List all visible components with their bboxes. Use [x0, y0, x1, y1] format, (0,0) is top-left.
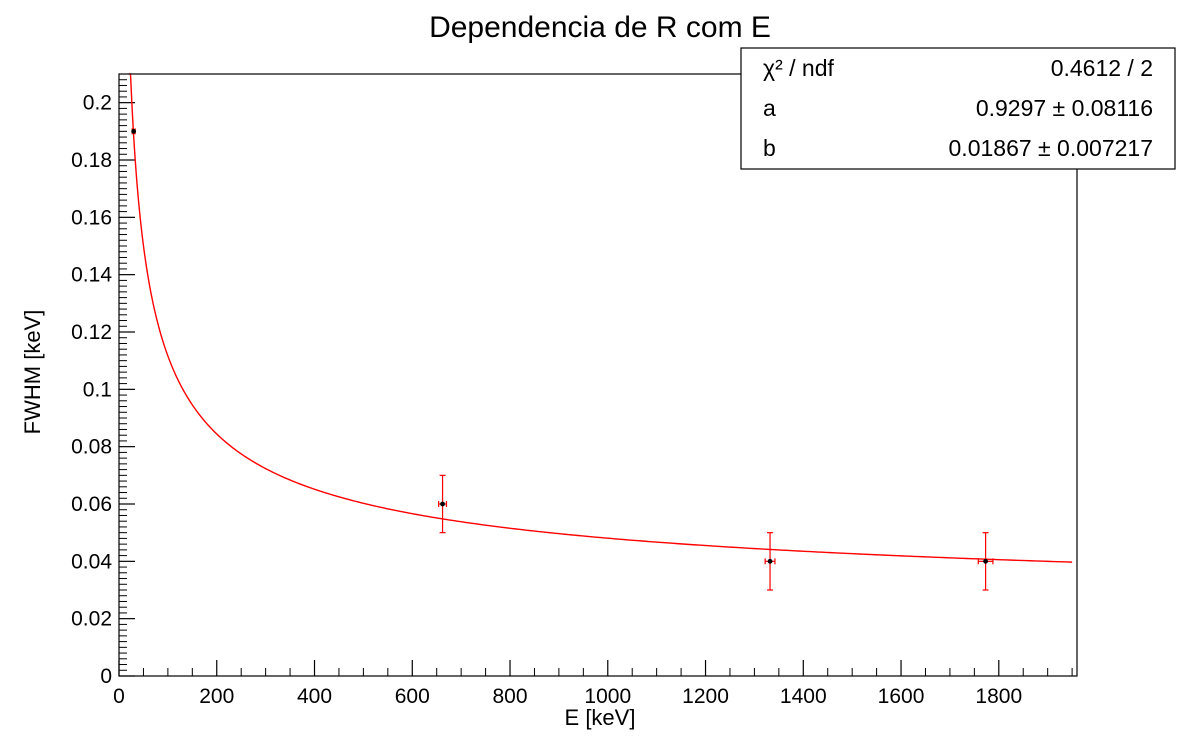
y-tick-label: 0.14 [71, 264, 112, 287]
x-tick-label: 1200 [682, 685, 729, 708]
plot-frame [118, 73, 1078, 677]
chart-title: Dependencia de R com E [429, 11, 771, 44]
fit-curve [128, 73, 1073, 563]
stats-label-a: a [763, 95, 776, 121]
stats-box: χ² / ndf 0.4612 / 2 a 0.9297 ± 0.08116 b… [740, 47, 1176, 170]
stats-value-chi2: 0.4612 / 2 [1051, 55, 1153, 81]
data-points-layer [131, 128, 994, 591]
x-tick-label: 200 [199, 685, 234, 708]
data-point [440, 501, 445, 507]
x-tick-label: 1800 [975, 685, 1022, 708]
stats-value-a: 0.9297 ± 0.08116 [976, 95, 1153, 121]
data-point [767, 558, 773, 564]
x-tick-label: 400 [297, 685, 332, 708]
data-point [131, 128, 137, 134]
stats-label-chi2: χ² / ndf [763, 55, 834, 81]
x-tick-label: 0 [113, 685, 125, 708]
y-axis-title: FWHM [keV] [20, 310, 45, 435]
stats-value-b: 0.01867 ± 0.007217 [949, 135, 1153, 161]
y-tick-label: 0.18 [71, 149, 112, 172]
y-tick-label: 0.06 [71, 493, 112, 516]
stats-box-frame [740, 47, 1176, 170]
y-tick-label: 0.16 [71, 206, 112, 229]
fit-curve-layer [128, 73, 1073, 563]
y-tick-label: 0.12 [71, 321, 112, 344]
y-tick-label: 0.2 [83, 92, 112, 115]
x-tick-label: 1600 [878, 685, 925, 708]
x-tick-label: 1400 [780, 685, 827, 708]
x-tick-label: 600 [395, 685, 430, 708]
y-tick-label: 0.04 [71, 550, 112, 573]
y-tick-label: 0.08 [71, 436, 112, 459]
stats-label-b: b [763, 135, 776, 161]
x-tick-label: 1000 [584, 685, 631, 708]
y-tick-label: 0 [100, 665, 112, 688]
x-tick-label: 800 [492, 685, 527, 708]
y-tick-label: 0.1 [83, 378, 112, 401]
data-point [983, 558, 988, 564]
x-axis-title: E [keV] [565, 705, 636, 730]
y-tick-label: 0.02 [71, 608, 112, 631]
